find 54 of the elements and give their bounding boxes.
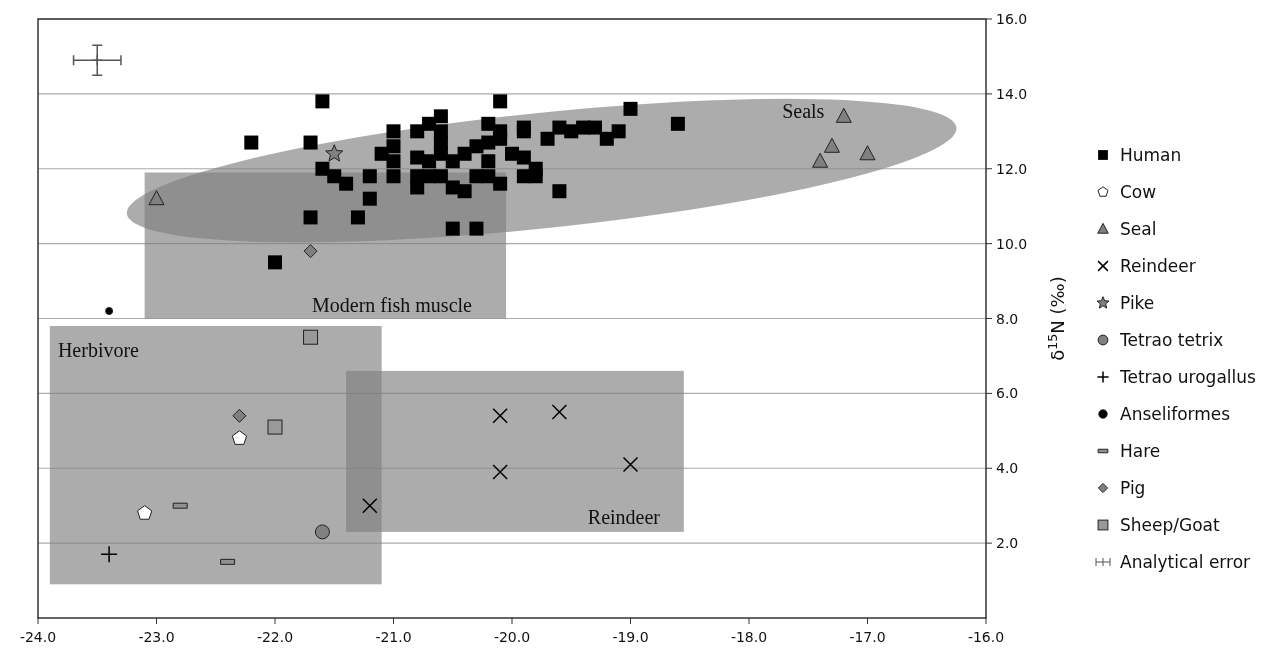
y-tick-label: 4.0 — [996, 460, 1019, 477]
point — [232, 408, 247, 423]
point — [231, 430, 248, 445]
point — [362, 497, 378, 514]
x-tick-label: -22.0 — [256, 629, 294, 645]
point — [137, 505, 153, 520]
point — [622, 456, 639, 473]
y-tick-label: 2.0 — [996, 535, 1019, 552]
y-tick-label: 12.0 — [996, 160, 1028, 177]
point — [492, 408, 508, 424]
legend-label: Analytical error — [1120, 552, 1251, 572]
annotation: Seals — [782, 100, 825, 123]
point — [492, 464, 508, 480]
y-tick-label: 16.0 — [996, 11, 1028, 27]
legend-label: Cow — [1120, 182, 1157, 202]
legend-label: Seal — [1120, 219, 1157, 239]
x-tick-label: -24.0 — [19, 629, 57, 645]
annotation: Herbivore — [57, 338, 140, 361]
point — [859, 145, 876, 161]
x-tick-label: -21.0 — [375, 629, 412, 645]
x-tick-label: -17.0 — [849, 629, 886, 645]
legend-label: Reindeer — [1120, 256, 1196, 276]
legend-label: Human — [1120, 145, 1182, 165]
annotation: Modern fish muscle — [311, 293, 473, 316]
y-tick-label: 6.0 — [996, 385, 1019, 402]
x-tick-label: -23.0 — [138, 629, 175, 645]
point — [148, 190, 165, 206]
point — [325, 144, 344, 162]
x-tick-label: -16.0 — [967, 629, 1005, 645]
legend-label: Hare — [1120, 441, 1161, 461]
legend-label: Pike — [1120, 293, 1155, 313]
y-tick-label: 10.0 — [996, 235, 1028, 252]
x-tick-label: -19.0 — [612, 629, 649, 645]
legend-label: Tetrao tetrix — [1119, 330, 1224, 350]
legend-label: Pig — [1120, 478, 1146, 498]
point — [303, 329, 319, 345]
point — [91, 54, 103, 66]
x-tick-label: -18.0 — [730, 629, 768, 645]
y-tick-label: 8.0 — [996, 310, 1019, 327]
y-tick-label: 14.0 — [996, 85, 1028, 102]
point — [105, 307, 114, 316]
legend-label: Anseliformes — [1120, 404, 1231, 424]
x-tick-label: -20.0 — [493, 629, 531, 645]
annotation: Reindeer — [587, 505, 661, 528]
point — [267, 419, 283, 435]
point — [100, 545, 118, 564]
legend-label: Sheep/Goat — [1120, 515, 1220, 535]
point — [835, 107, 852, 123]
point — [314, 524, 330, 540]
legend-label: Tetrao urogallus — [1119, 367, 1257, 387]
point — [303, 244, 318, 259]
point — [823, 137, 840, 153]
point — [812, 152, 829, 168]
point — [551, 404, 568, 420]
